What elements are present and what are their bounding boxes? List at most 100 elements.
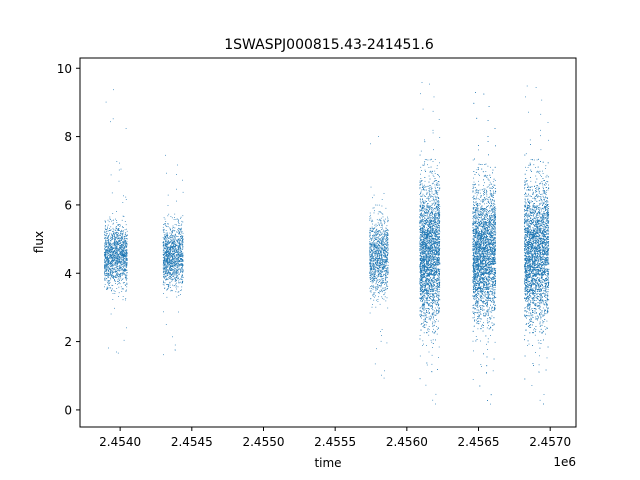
data-point [125, 265, 127, 266]
data-point [126, 251, 127, 252]
data-point [379, 246, 380, 248]
data-point [373, 233, 375, 235]
data-point [117, 228, 119, 230]
data-point [369, 218, 371, 220]
data-point [385, 250, 386, 252]
data-point [431, 259, 432, 260]
data-point [171, 255, 173, 257]
data-point [375, 239, 376, 240]
data-point [429, 185, 430, 187]
data-point [172, 336, 173, 338]
data-point [426, 247, 428, 248]
data-point [165, 266, 167, 268]
data-point [369, 261, 371, 263]
data-point [168, 263, 169, 265]
data-point [169, 237, 171, 238]
data-point [181, 261, 183, 262]
data-point [383, 245, 384, 246]
data-point [429, 230, 431, 232]
data-point [126, 251, 128, 253]
data-point [381, 242, 383, 244]
data-point [383, 248, 385, 250]
data-point [371, 273, 373, 275]
data-point [177, 225, 179, 226]
data-point [105, 232, 107, 234]
data-point [117, 238, 118, 240]
data-point [380, 263, 382, 265]
data-point [168, 256, 170, 258]
data-point [166, 261, 168, 263]
data-point [174, 239, 175, 241]
data-point [181, 253, 182, 255]
data-point [107, 235, 109, 237]
data-point [174, 344, 176, 346]
data-point [372, 263, 374, 265]
data-point [376, 261, 378, 263]
data-point [124, 253, 126, 255]
data-point [122, 240, 124, 242]
data-point [370, 265, 371, 267]
data-point [369, 230, 371, 232]
data-point [369, 242, 370, 244]
data-point [177, 267, 179, 269]
data-point [177, 261, 179, 263]
data-point [380, 212, 382, 213]
data-point [126, 258, 128, 260]
data-point [119, 226, 121, 227]
data-point [430, 217, 432, 218]
data-point [370, 243, 372, 245]
data-point [118, 180, 120, 182]
data-point [169, 265, 171, 267]
data-point [175, 279, 177, 281]
data-point [373, 266, 374, 268]
data-point [179, 240, 181, 241]
data-point [114, 260, 116, 262]
data-point [172, 235, 174, 237]
data-point [121, 236, 123, 238]
data-point [107, 245, 108, 247]
data-point [105, 235, 107, 237]
data-point [175, 265, 177, 267]
data-point [181, 276, 183, 278]
data-point [378, 279, 380, 280]
data-point [113, 275, 114, 277]
data-point [172, 241, 174, 243]
data-point [108, 284, 109, 286]
data-point [109, 277, 111, 279]
data-point [119, 252, 121, 254]
data-point [376, 270, 378, 271]
data-point [108, 263, 110, 265]
data-point [369, 270, 371, 272]
data-point [125, 245, 127, 247]
data-point [165, 275, 166, 277]
data-point [430, 261, 432, 263]
data-point [163, 284, 165, 286]
data-point [166, 271, 167, 273]
data-point [179, 251, 180, 253]
data-point [112, 258, 113, 260]
data-point [122, 296, 124, 297]
data-point [104, 253, 106, 255]
data-point [104, 243, 106, 244]
data-point [171, 231, 172, 233]
data-point [172, 259, 174, 261]
data-point [382, 244, 383, 246]
data-point [181, 251, 183, 253]
data-point [164, 274, 165, 276]
data-point [173, 260, 175, 261]
data-point [423, 315, 425, 317]
data-point [386, 261, 388, 262]
data-point [432, 198, 434, 200]
data-point [178, 295, 180, 296]
data-point [174, 252, 176, 254]
data-point [169, 273, 171, 275]
data-point [121, 255, 123, 257]
data-point [108, 347, 109, 349]
data-point [419, 255, 421, 256]
data-point [120, 273, 122, 274]
data-point [428, 329, 430, 330]
data-point [375, 230, 377, 232]
data-point [170, 246, 171, 248]
data-point [432, 235, 434, 237]
data-point [373, 260, 375, 262]
